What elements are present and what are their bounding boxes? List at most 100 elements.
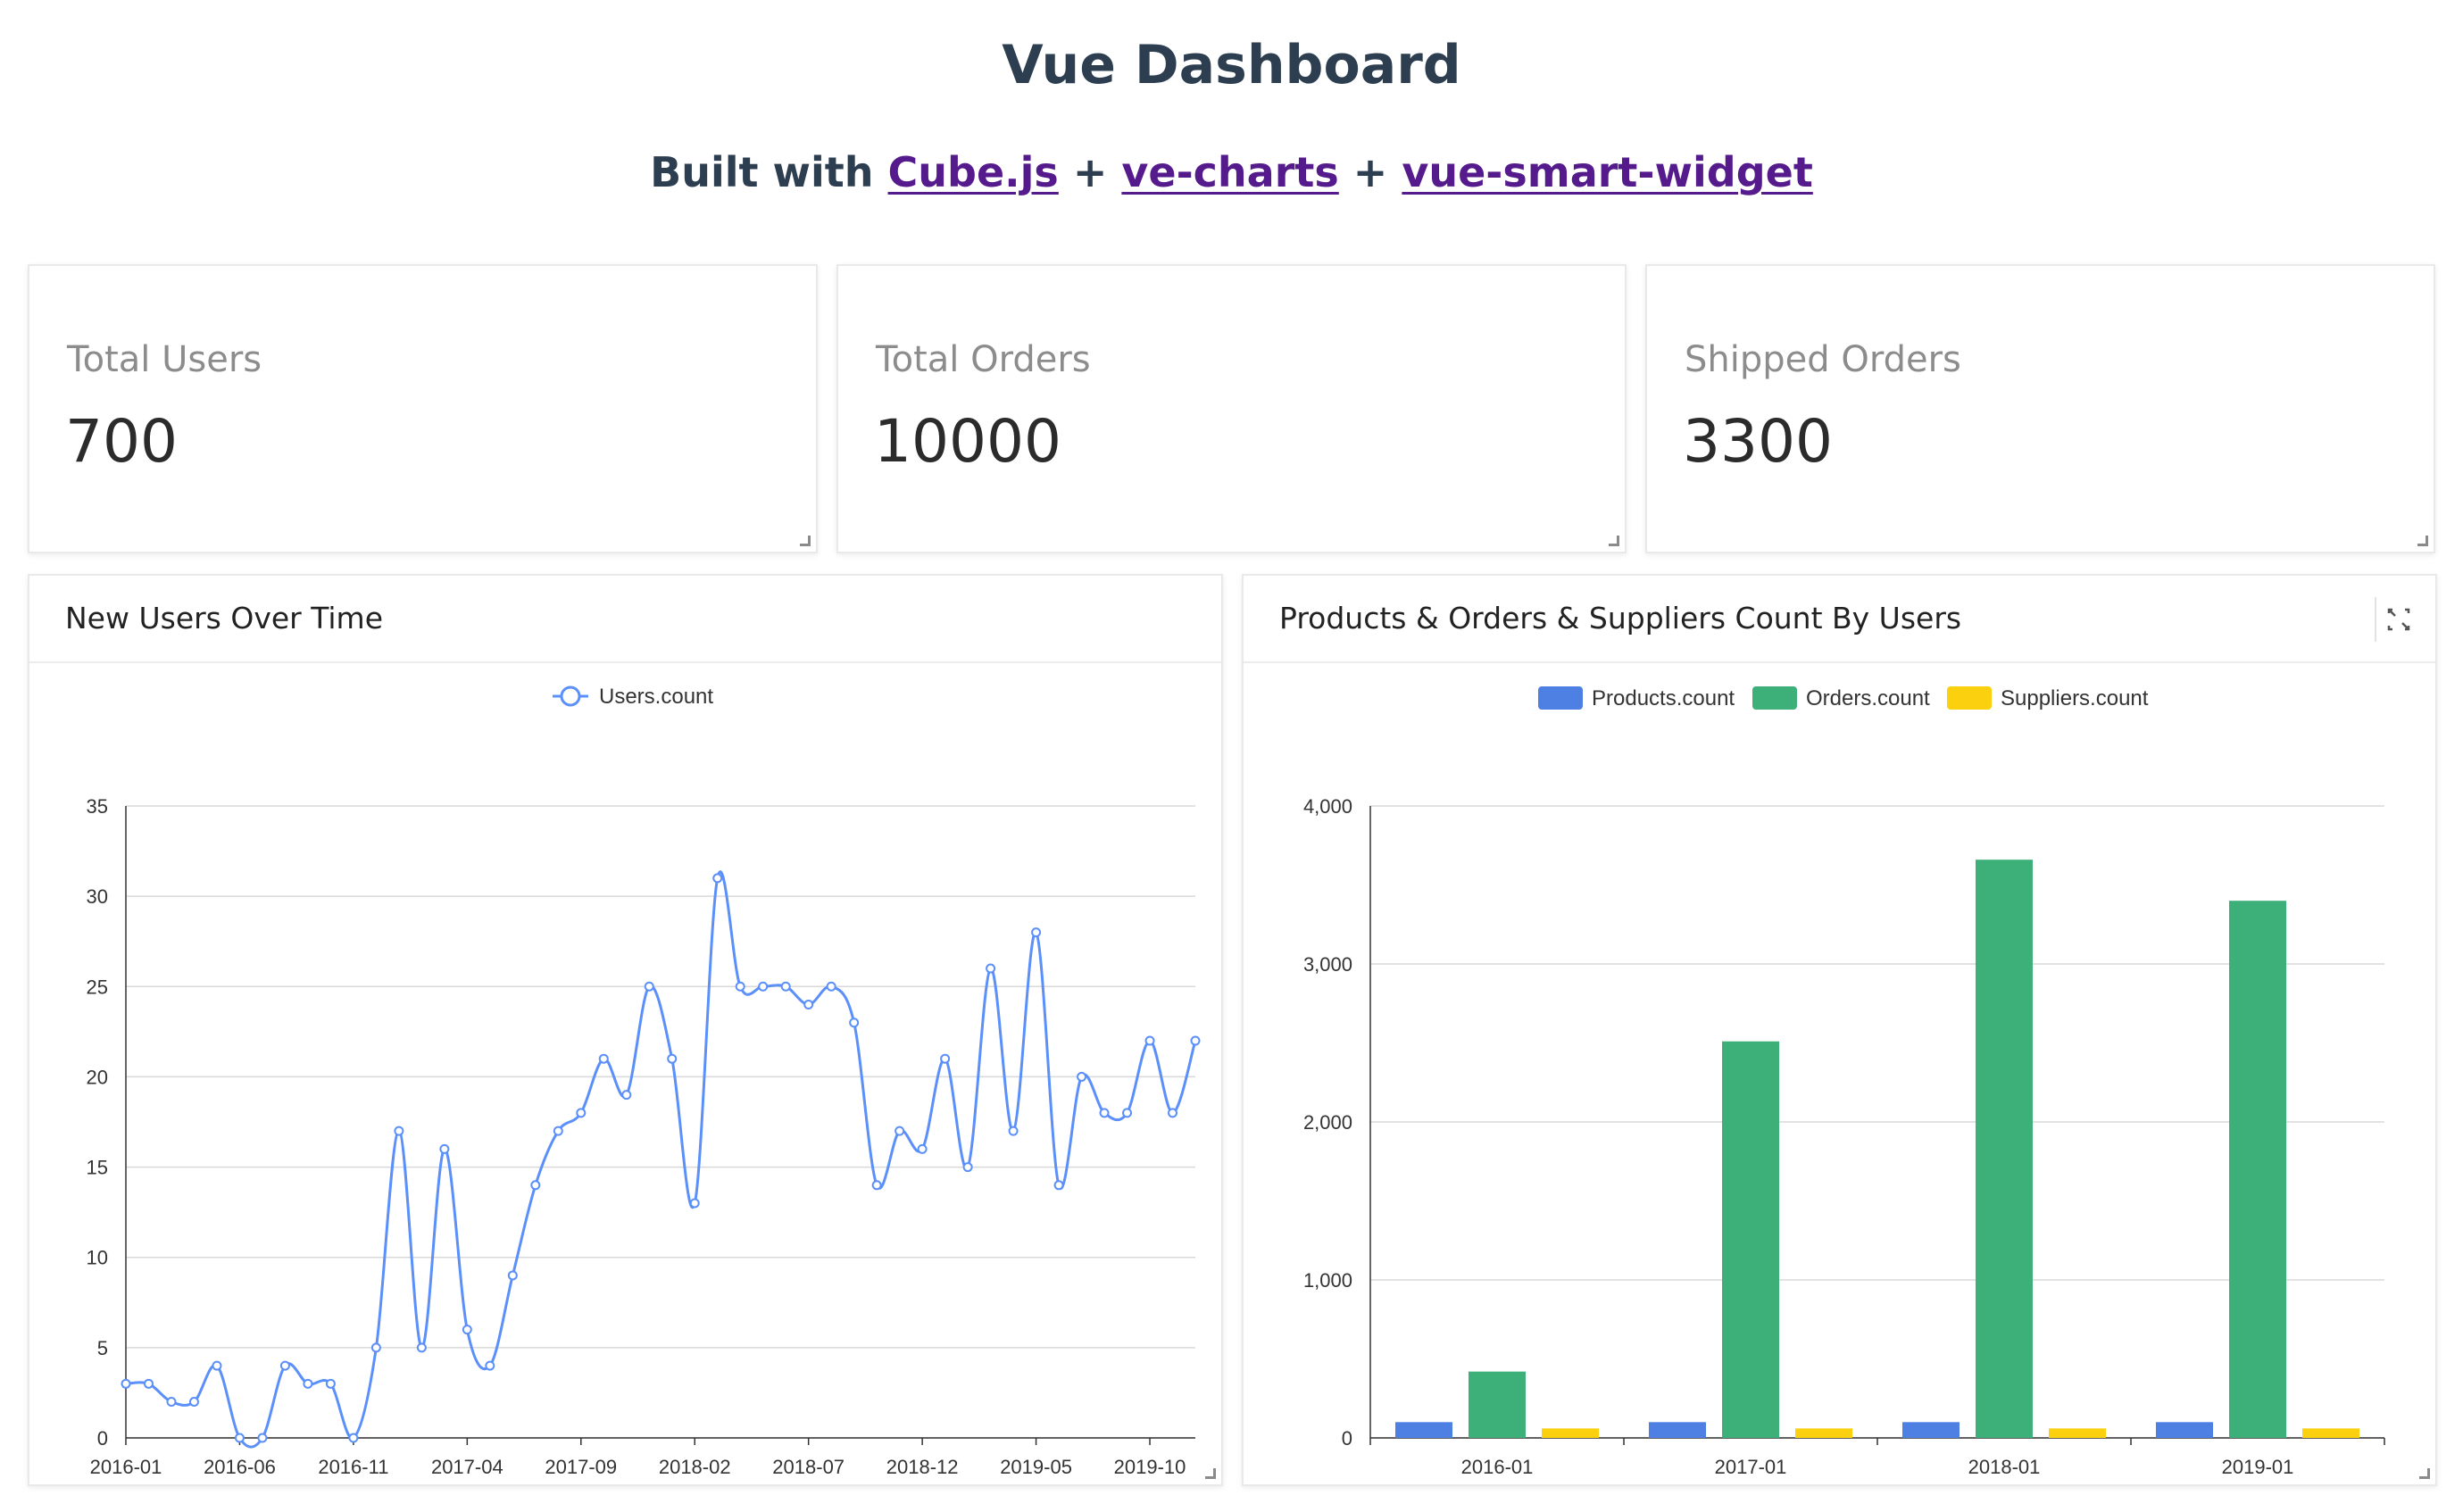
data-point (1053, 1180, 1064, 1191)
data-point (485, 1360, 495, 1371)
data-point (780, 981, 791, 992)
bar (1976, 860, 2033, 1438)
chart-header: New Users Over Time (29, 576, 1221, 663)
y-tick-label: 4,000 (1303, 795, 1352, 818)
data-point (1144, 1035, 1155, 1046)
x-tick-label: 2017-09 (545, 1456, 617, 1478)
built-with-label: Built with (650, 148, 874, 196)
data-point (234, 1433, 245, 1443)
data-point (667, 1053, 678, 1064)
y-tick-label: 0 (97, 1427, 108, 1450)
y-tick-label: 1,000 (1303, 1269, 1352, 1292)
legend-label: Users.count (599, 685, 713, 709)
y-tick-label: 35 (87, 795, 108, 818)
y-tick-label: 0 (1342, 1427, 1352, 1450)
chart-title: Products & Orders & Suppliers Count By U… (1279, 601, 1962, 636)
data-point (1122, 1108, 1133, 1118)
data-point (212, 1360, 222, 1371)
data-point (1031, 927, 1042, 938)
data-point (917, 1143, 928, 1154)
data-point (895, 1126, 905, 1136)
resize-handle-icon[interactable] (2417, 536, 2428, 546)
legend-marker (560, 685, 581, 707)
kpi-value: 10000 (874, 407, 1061, 476)
legend-swatch (1538, 686, 1583, 710)
data-point (143, 1378, 154, 1389)
data-point (849, 1018, 860, 1028)
data-point (370, 1342, 381, 1353)
link-ve-charts[interactable]: ve-charts (1121, 148, 1339, 196)
bar (2156, 1422, 2213, 1438)
legend-swatch (1947, 686, 1992, 710)
data-point (553, 1126, 563, 1136)
data-point (121, 1378, 131, 1389)
x-tick-label: 2016-06 (204, 1456, 276, 1478)
data-point (962, 1162, 973, 1173)
resize-handle-icon[interactable] (2419, 1468, 2430, 1479)
data-point (758, 981, 769, 992)
data-point (1008, 1126, 1019, 1136)
data-point (439, 1143, 450, 1154)
kpi-card-shipped-orders: Shipped Orders 3300 (1645, 264, 2435, 553)
resize-handle-icon[interactable] (800, 536, 811, 546)
y-tick-label: 3,000 (1303, 953, 1352, 976)
x-tick-label: 2016-01 (90, 1456, 162, 1478)
kpi-label: Total Orders (876, 339, 1091, 380)
x-tick-label: 2018-01 (1968, 1456, 2041, 1478)
data-point (416, 1342, 427, 1353)
data-point (576, 1108, 587, 1118)
x-tick-label: 2018-02 (659, 1456, 731, 1478)
x-tick-label: 2017-04 (431, 1456, 503, 1478)
data-point (598, 1053, 609, 1064)
data-point (621, 1090, 632, 1101)
resize-handle-icon[interactable] (1609, 536, 1619, 546)
data-point (1099, 1108, 1110, 1118)
kpi-label: Total Users (67, 339, 262, 380)
data-point (986, 963, 996, 974)
data-point (940, 1053, 951, 1064)
data-point (689, 1198, 700, 1209)
line-chart: Users.count 0 5 10 15 20 25 30 35 2016-01 2016-06 2… (87, 685, 1201, 1478)
x-tick-label: 2019-05 (1000, 1456, 1072, 1478)
bar (2049, 1428, 2106, 1438)
bar-chart: Products.count Orders.count Suppliers.coun… (1303, 686, 2385, 1478)
data-point (507, 1270, 518, 1281)
data-point (188, 1397, 199, 1408)
x-tick-label: 2019-10 (1114, 1456, 1186, 1478)
plus-sign: + (1072, 148, 1108, 196)
plus-sign: + (1352, 148, 1388, 196)
data-point (462, 1325, 472, 1335)
expand-icon[interactable] (2375, 597, 2419, 642)
data-point (826, 981, 836, 992)
chart-title: New Users Over Time (65, 601, 383, 636)
data-point (1190, 1035, 1201, 1046)
y-tick-label: 30 (87, 885, 108, 908)
y-tick-label: 2,000 (1303, 1111, 1352, 1134)
bar (1395, 1422, 1452, 1438)
data-point (1077, 1071, 1087, 1082)
y-tick-label: 25 (87, 976, 108, 998)
series-line (125, 870, 1197, 1449)
bar (1795, 1428, 1852, 1438)
data-point (1168, 1108, 1178, 1118)
bar (1469, 1371, 1526, 1438)
kpi-value: 3300 (1683, 407, 1833, 476)
legend-label: Orders.count (1806, 686, 1930, 710)
data-point (530, 1180, 541, 1191)
y-tick-label: 20 (87, 1066, 108, 1088)
link-cubejs[interactable]: Cube.js (887, 148, 1059, 196)
resize-handle-icon[interactable] (1205, 1468, 1216, 1479)
chart-header: Products & Orders & Suppliers Count By U… (1244, 576, 2435, 663)
data-point (325, 1378, 336, 1389)
link-vue-smart-widget[interactable]: vue-smart-widget (1402, 148, 1813, 196)
legend-swatch (1752, 686, 1797, 710)
x-tick-label: 2016-01 (1461, 1456, 1534, 1478)
x-tick-label: 2019-01 (2222, 1456, 2294, 1478)
x-tick-label: 2016-11 (318, 1456, 388, 1478)
bar (2229, 901, 2286, 1438)
bar (1542, 1428, 1599, 1438)
data-point (712, 873, 723, 884)
y-tick-label: 15 (87, 1157, 108, 1179)
y-tick-label: 5 (97, 1337, 108, 1359)
data-point (803, 1000, 814, 1010)
